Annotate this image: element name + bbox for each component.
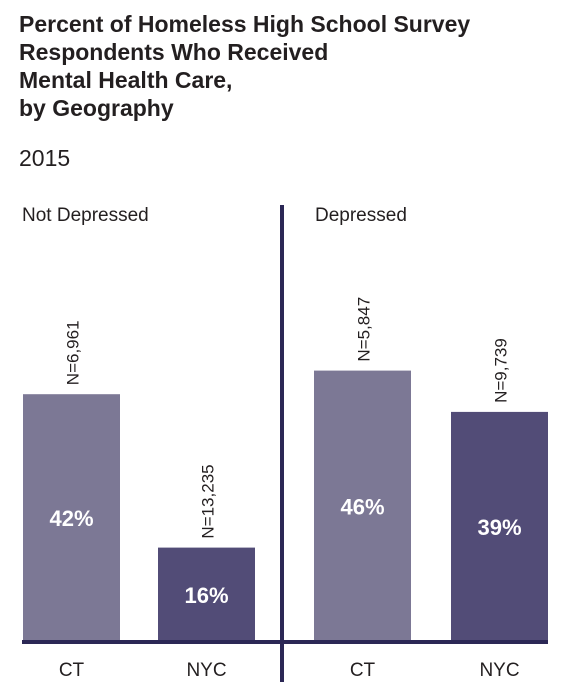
title-line-3: Mental Health Care, <box>19 67 233 93</box>
bar-1-1 <box>451 411 548 642</box>
panel-label-1: Depressed <box>315 205 407 226</box>
bar-1-0 <box>314 370 411 642</box>
value-label-0-1: 16% <box>184 583 228 608</box>
title-line-2: Respondents Who Received <box>19 39 329 65</box>
n-label-0-0: N=6,961 <box>64 320 83 385</box>
n-label-0-1: N=13,235 <box>199 464 218 538</box>
title-line-4: by Geography <box>19 95 174 121</box>
category-label-1-1: NYC <box>479 660 519 681</box>
bar-0-1 <box>158 547 255 642</box>
title-line-1: Percent of Homeless High School Survey <box>19 11 471 37</box>
bar-0-0 <box>23 394 120 642</box>
n-label-1-1: N=9,739 <box>492 338 511 403</box>
category-label-0-1: NYC <box>186 660 226 681</box>
value-label-1-1: 39% <box>477 515 521 540</box>
value-label-1-0: 46% <box>340 494 384 519</box>
category-label-1-0: CT <box>350 660 376 681</box>
category-label-0-0: CT <box>59 660 85 681</box>
value-label-0-0: 42% <box>49 506 93 531</box>
chart-subtitle: 2015 <box>19 145 71 171</box>
chart-title: Percent of Homeless High School Survey R… <box>19 10 470 122</box>
n-label-1-0: N=5,847 <box>355 297 374 362</box>
panel-label-0: Not Depressed <box>22 205 149 226</box>
